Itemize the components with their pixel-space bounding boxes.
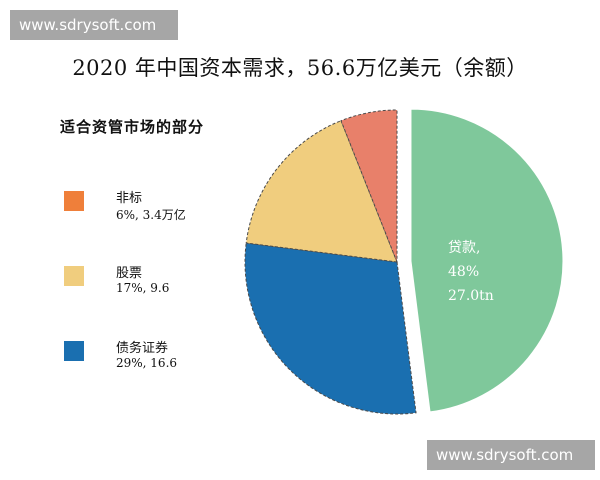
pie-slice-2 — [245, 120, 398, 263]
legend-value-nonstandard: 6%, 3.4万亿 — [116, 208, 186, 222]
pie-slice-0 — [410, 108, 564, 413]
slice-label-loans-value: 27.0tn — [448, 288, 494, 304]
pie-slice-1 — [244, 242, 417, 415]
legend-swatch-nonstandard — [64, 191, 84, 211]
legend-label-nonstandard: 非标 — [116, 191, 143, 206]
legend-label-bonds: 债务证券 — [116, 341, 169, 356]
chart-subtitle: 适合资管市场的部分 — [60, 118, 205, 136]
slice-label-loans-name: 贷款, — [448, 240, 480, 256]
pie-slice-3 — [340, 109, 398, 263]
legend-swatch-stocks — [64, 266, 84, 286]
watermark-top: www.sdrysoft.com — [10, 10, 178, 40]
legend-value-stocks: 17%, 9.6 — [116, 281, 170, 295]
chart-title: 2020 年中国资本需求，56.6万亿美元（余额） — [72, 56, 528, 80]
legend-value-bonds: 29%, 16.6 — [116, 356, 178, 370]
legend-label-stocks: 股票 — [116, 266, 143, 281]
watermark-bottom: www.sdrysoft.com — [427, 440, 595, 470]
slice-label-loans-percent: 48% — [448, 264, 479, 280]
pie-slices — [244, 108, 564, 415]
legend-swatch-bonds — [64, 341, 84, 361]
